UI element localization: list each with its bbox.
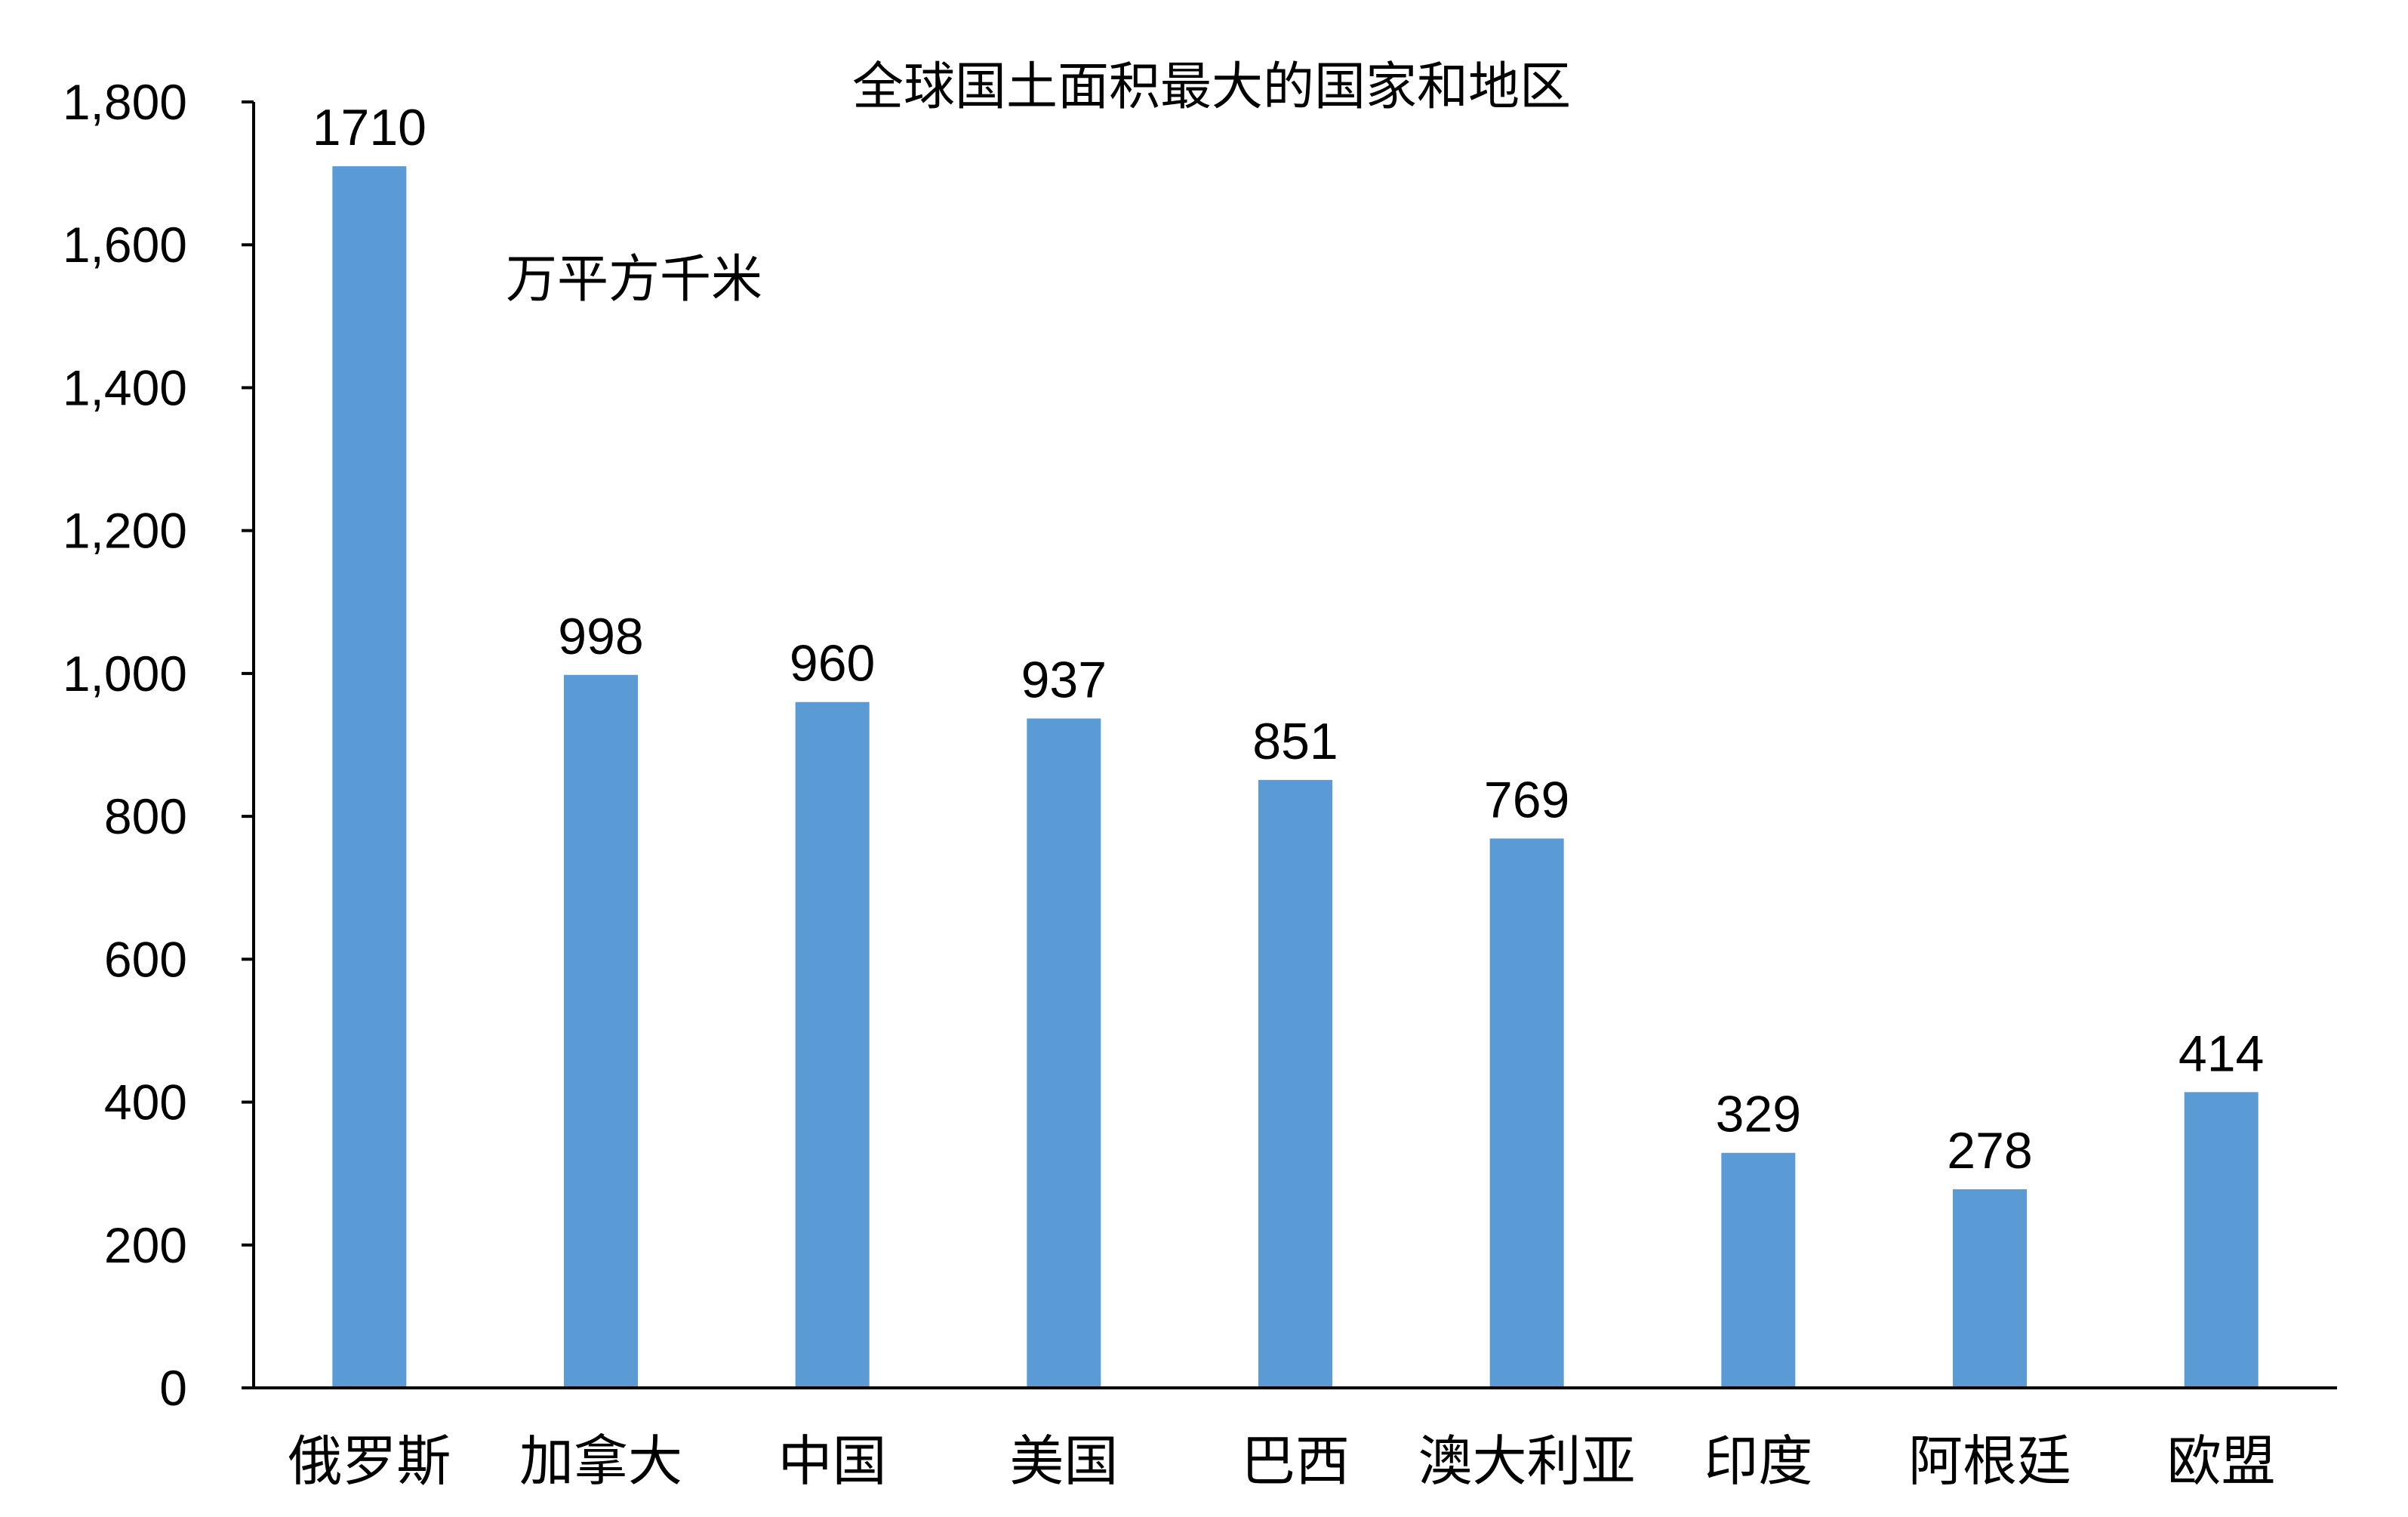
x-tick-label: 中国 bbox=[778, 1429, 887, 1493]
y-tick-label: 1,200 bbox=[63, 503, 187, 559]
data-label: 960 bbox=[790, 635, 875, 692]
x-tick-label: 巴西 bbox=[1241, 1429, 1350, 1493]
bar bbox=[1953, 1189, 2027, 1388]
bar bbox=[795, 701, 870, 1388]
y-tick-label: 1,800 bbox=[63, 74, 187, 130]
bar bbox=[564, 674, 638, 1388]
x-tick-label: 印度 bbox=[1704, 1429, 1812, 1493]
unit-label: 万平方千米 bbox=[506, 250, 762, 310]
data-label: 937 bbox=[1021, 651, 1107, 708]
bar bbox=[1721, 1152, 1796, 1388]
x-tick-label: 欧盟 bbox=[2167, 1429, 2276, 1493]
x-tick-label: 美国 bbox=[1009, 1429, 1118, 1493]
y-tick-label: 600 bbox=[104, 931, 187, 987]
data-label: 1710 bbox=[313, 99, 426, 156]
bars-group: 1710 998 960 937 851 769 329 278 414 bbox=[313, 99, 2264, 1388]
data-label: 329 bbox=[1716, 1086, 1801, 1143]
y-tick-label: 1,000 bbox=[63, 646, 187, 701]
x-tick-label: 加拿大 bbox=[519, 1429, 682, 1493]
x-tick-label: 俄罗斯 bbox=[288, 1429, 451, 1493]
data-label: 998 bbox=[558, 608, 643, 665]
data-label: 414 bbox=[2179, 1025, 2264, 1082]
bar bbox=[1489, 838, 1564, 1388]
x-tick-label: 澳大利亚 bbox=[1418, 1429, 1636, 1493]
x-axis: 俄罗斯 加拿大 中国 美国 巴西 澳大利亚 印度 阿根廷 欧盟 bbox=[254, 1386, 2337, 1493]
y-tick-label: 400 bbox=[104, 1075, 187, 1130]
bar bbox=[1258, 779, 1332, 1388]
y-tick-label: 0 bbox=[159, 1360, 187, 1416]
y-tick-label: 1,400 bbox=[63, 359, 187, 415]
data-label: 851 bbox=[1252, 713, 1338, 770]
y-tick-label: 200 bbox=[104, 1217, 187, 1273]
x-tick-label: 阿根廷 bbox=[1908, 1429, 2071, 1493]
y-tick-label: 800 bbox=[104, 788, 187, 844]
bar bbox=[332, 166, 407, 1388]
data-label: 769 bbox=[1484, 771, 1569, 828]
y-tick-label: 1,600 bbox=[63, 217, 187, 273]
data-label: 278 bbox=[1947, 1122, 2032, 1179]
y-axis: 0 200 400 600 800 1,000 1,200 1,400 1,600 1,800 bbox=[63, 74, 255, 1416]
chart-title: 全球国土面积最大的国家和地区 bbox=[852, 57, 1571, 117]
bar bbox=[2184, 1092, 2259, 1388]
bar bbox=[1027, 718, 1101, 1388]
